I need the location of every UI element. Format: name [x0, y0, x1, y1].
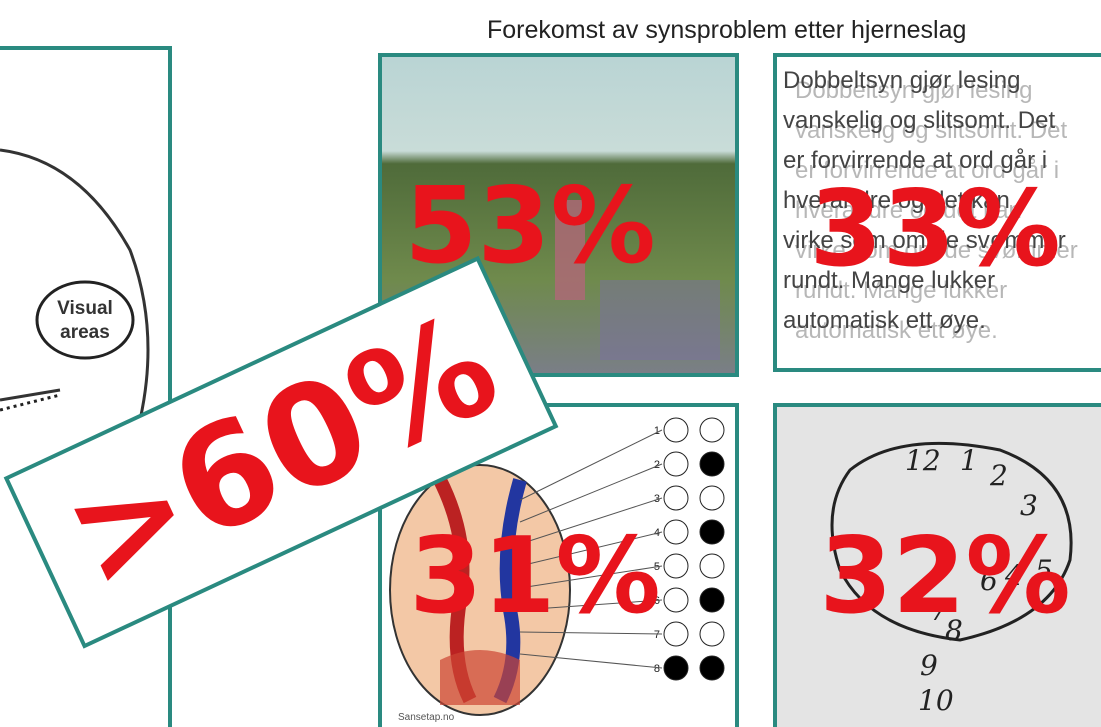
field-circle: [700, 418, 724, 442]
field-circle: [700, 656, 724, 680]
field-circle: [664, 486, 688, 510]
field-circle: [664, 418, 688, 442]
credit: Sansetap.no: [398, 712, 455, 723]
field-circle: [700, 554, 724, 578]
percent-label: 31%: [409, 515, 660, 637]
percent-label: 33%: [809, 168, 1060, 290]
clock-number: 9: [920, 649, 938, 682]
field-circle: [664, 622, 688, 646]
field-circle: [664, 452, 688, 476]
field-circle: [664, 554, 688, 578]
clock-number: 12: [905, 444, 941, 477]
clock-number: 2: [989, 459, 1008, 492]
slide-title: Forekomst av synsproblem etter hjernesla…: [487, 16, 966, 44]
text-line: automatisk ett øye.: [783, 307, 986, 334]
clock-number: 10: [918, 684, 954, 717]
area-label: areas: [60, 322, 110, 343]
field-circle: [700, 520, 724, 544]
diagram-label: 8: [654, 663, 660, 675]
percent-label: 53%: [404, 165, 655, 287]
field-circle: [664, 656, 688, 680]
page: Forekomst av synsproblem etter hjernesla…: [0, 0, 1101, 727]
field-circle: [700, 486, 724, 510]
field-circle: [700, 452, 724, 476]
field-circle: [664, 520, 688, 544]
field-circle: [700, 622, 724, 646]
field-circle: [664, 588, 688, 612]
field-circle: [700, 588, 724, 612]
text-line: Dobbeltsyn gjør lesing: [783, 67, 1020, 94]
clock-number: 1: [960, 444, 978, 477]
percent-label: 32%: [819, 515, 1070, 637]
text-line: vanskelig og slitsomt. Det: [783, 107, 1055, 134]
slide: Forekomst av synsproblem etter hjernesla…: [0, 0, 1101, 727]
area-label: Visual: [57, 298, 113, 319]
